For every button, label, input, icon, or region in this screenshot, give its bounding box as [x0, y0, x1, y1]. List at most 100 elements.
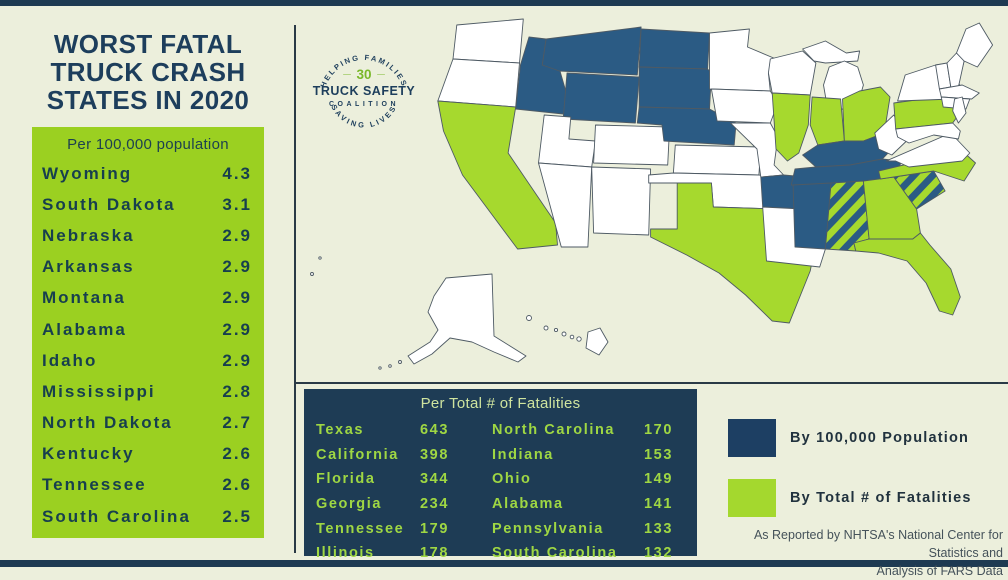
state-value: 2.9 — [222, 319, 252, 339]
aleutian-island — [389, 365, 392, 368]
state-mississippi — [793, 183, 831, 249]
per-population-panel: Per 100,000 population Wyoming 4.3 South … — [32, 127, 264, 538]
state-value: 2.6 — [222, 444, 252, 464]
state-name: Alabama — [492, 496, 564, 513]
state-name: Mississippi — [42, 381, 156, 401]
state-montana — [542, 27, 641, 75]
rank-row: Nebraska 2.9 — [32, 220, 264, 251]
state-value: 149 — [644, 471, 673, 488]
rank-row: South Carolina 2.5 — [32, 501, 264, 532]
state-name: Indiana — [492, 446, 554, 463]
left-panel: WORST FATAL TRUCK CRASH STATES IN 2020 P… — [0, 6, 296, 560]
vertical-divider — [294, 25, 296, 553]
state-alaska — [408, 274, 526, 364]
rank-row: Wyoming 4.3 — [32, 158, 264, 189]
state-name: Illinois — [316, 545, 375, 562]
state-name: North Dakota — [42, 413, 173, 433]
map-legend: By 100,000 Population By Total # of Fata… — [700, 382, 1008, 578]
state-north-dakota — [639, 29, 709, 69]
state-california — [438, 101, 558, 249]
state-new-jersey — [953, 97, 966, 123]
state-value: 398 — [420, 446, 449, 463]
page-title-line1: WORST FATAL — [53, 29, 243, 59]
state-nebraska — [637, 107, 736, 145]
state-name: Arkansas — [42, 257, 135, 277]
state-colorado — [594, 125, 670, 165]
state-value: 2.8 — [222, 381, 252, 401]
hawaii-big-island — [586, 328, 608, 355]
rank-row: Idaho 2.9 — [32, 345, 264, 376]
state-value: 178 — [420, 545, 449, 562]
source-line2: Analysis of FARS Data — [876, 564, 1003, 579]
state-wisconsin — [768, 51, 816, 95]
state-value: 2.6 — [222, 475, 252, 495]
us-choropleth-map — [296, 6, 1008, 382]
horizontal-divider — [296, 382, 1008, 384]
logo-dash-right: –– — [377, 71, 385, 78]
state-value: 2.7 — [222, 413, 252, 433]
state-new-hampshire — [947, 53, 964, 87]
state-value: 133 — [644, 520, 673, 537]
state-value: 344 — [420, 471, 449, 488]
bering-island — [319, 257, 321, 259]
state-value: 3.1 — [222, 194, 252, 214]
state-wyoming — [563, 73, 639, 123]
legend-swatch-population — [728, 419, 776, 457]
state-value: 2.9 — [222, 288, 252, 308]
truck-safety-coalition-logo: HELPING FAMILIES –– 30 –– TRUCK SAFETY C… — [302, 20, 426, 138]
bottom-accent-bar — [0, 560, 1008, 567]
state-maryland-delaware — [896, 123, 961, 143]
state-name: Nebraska — [42, 225, 135, 245]
rank-row: Montana 2.9 — [32, 283, 264, 314]
state-maine — [957, 23, 993, 67]
bering-island — [311, 273, 314, 276]
rank-row: South Dakota 3.1 — [32, 189, 264, 220]
page-title: WORST FATAL TRUCK CRASH STATES IN 2020 — [8, 30, 288, 114]
legend-label-population: By 100,000 Population — [790, 430, 970, 446]
state-florida — [854, 233, 960, 315]
state-name: Ohio — [492, 471, 532, 488]
state-value: 2.9 — [222, 257, 252, 277]
state-name: Tennessee — [316, 520, 405, 537]
state-value: 4.3 — [222, 163, 252, 183]
hawaii-island — [554, 328, 557, 331]
logo-number: 30 — [356, 67, 371, 82]
source-line1: As Reported by NHTSA's National Center f… — [753, 528, 1003, 561]
state-value: 234 — [420, 496, 449, 513]
state-illinois — [772, 93, 810, 161]
logo-name: TRUCK SAFETY — [313, 84, 416, 98]
state-south-dakota — [639, 67, 711, 109]
logo-dash-left: –– — [343, 71, 351, 78]
state-name: Pennsylvania — [492, 520, 604, 537]
rank-row: North Dakota 2.7 — [32, 408, 264, 439]
state-name: North Carolina — [492, 422, 616, 439]
state-name: South Carolina — [492, 545, 618, 562]
hawaii-island — [577, 337, 581, 341]
legend-label-fatalities: By Total # of Fatalities — [790, 490, 972, 506]
top-accent-bar — [0, 0, 1008, 6]
state-value: 179 — [420, 520, 449, 537]
page-title-line3: STATES IN 2020 — [46, 85, 250, 116]
state-name: South Carolina — [42, 506, 191, 526]
state-name: Montana — [42, 288, 126, 308]
state-iowa — [711, 89, 778, 123]
state-name: Wyoming — [42, 163, 133, 183]
state-name: Alabama — [42, 319, 127, 339]
state-indiana — [810, 97, 844, 145]
state-arizona — [539, 163, 592, 247]
state-name: Tennessee — [42, 475, 147, 495]
per-fatalities-panel: Per Total # of Fatalities Texas 643 Nort… — [304, 389, 697, 561]
state-michigan-upper — [803, 41, 860, 63]
us-map-panel: HELPING FAMILIES –– 30 –– TRUCK SAFETY C… — [296, 6, 1008, 382]
state-kansas — [673, 145, 760, 175]
state-value: 643 — [420, 422, 449, 439]
state-value: 170 — [644, 422, 673, 439]
state-minnesota — [710, 29, 777, 91]
state-utah — [539, 115, 596, 167]
hawaii-island — [570, 335, 574, 339]
state-name: Kentucky — [42, 444, 135, 464]
hawaii-island — [544, 326, 548, 330]
source-attribution: As Reported by NHTSA's National Center f… — [703, 526, 1003, 580]
hawaii-island — [527, 316, 532, 321]
rank-row: Alabama 2.9 — [32, 314, 264, 345]
